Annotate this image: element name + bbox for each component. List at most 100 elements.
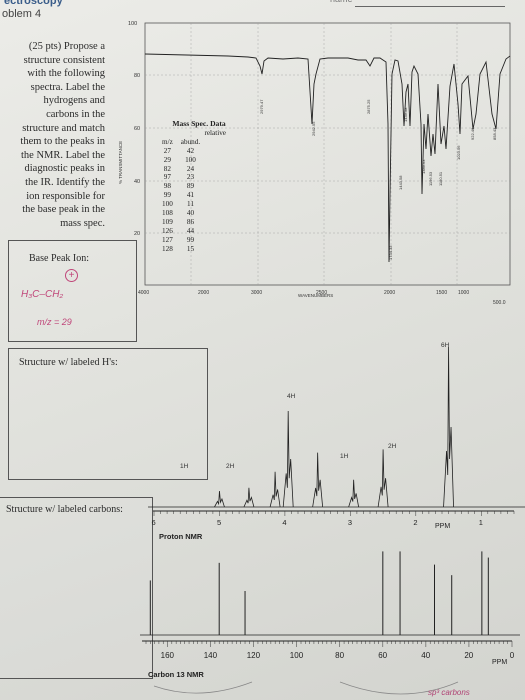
problem-line: carbons in the bbox=[46, 108, 105, 120]
table-row: 97 23 bbox=[163, 173, 195, 182]
problem-line: mass spec. bbox=[60, 217, 105, 229]
base-peak-label: Base Peak Ion: bbox=[29, 253, 89, 264]
cnmr-tick-label: 120 bbox=[247, 651, 261, 660]
carbon-nmr: 160 140 120 100 80 60 40 20 0 Carbon 13 NMR PPM bbox=[140, 551, 520, 695]
ir-peak-label: 1023.56 bbox=[456, 145, 461, 160]
ir-peak-label: 2942.55 bbox=[311, 121, 316, 136]
table-row: 109 86 bbox=[162, 217, 195, 226]
bottom-hand-note: sp³ carbons bbox=[428, 688, 470, 697]
mass-spec-title: Mass Spec. Data bbox=[172, 119, 226, 128]
ir-xtick: 2000 bbox=[198, 290, 209, 296]
mass-spec-col2-line1: relative bbox=[204, 128, 226, 137]
hnmr-tick-label: 5 bbox=[217, 518, 221, 527]
ir-peak-label: 1180.51 bbox=[438, 171, 443, 186]
problem-statement: (25 pts) Propose a structure consistent … bbox=[0, 40, 105, 230]
ir-peak-label: 1389.63 bbox=[421, 159, 426, 174]
table-row: 29 100 bbox=[163, 155, 196, 164]
hnmr-unit: PPM bbox=[435, 523, 450, 530]
ir-peak-label: 922.46 bbox=[470, 127, 475, 140]
table-row: 128 15 bbox=[162, 244, 195, 253]
ir-ytick: 100 bbox=[128, 21, 137, 27]
cnmr-tick-label: 60 bbox=[378, 651, 387, 660]
hand-ion: H₃C–CH₂ bbox=[21, 289, 64, 300]
problem-line: the NMR. Label the bbox=[21, 149, 105, 161]
hnmr-integration: 1H bbox=[180, 463, 189, 470]
problem-line: structure and match bbox=[22, 122, 105, 134]
cnmr-tick-label: 160 bbox=[161, 651, 175, 660]
header-name-fragment: name bbox=[330, 0, 353, 4]
ir-peak-label: 2979.47 bbox=[259, 99, 264, 114]
table-row: 99 41 bbox=[163, 191, 195, 200]
ir-peak-label: 1734.33 bbox=[388, 245, 393, 260]
ms-col-mz: m/z bbox=[162, 137, 173, 146]
header-problem-fragment: oblem 4 bbox=[2, 8, 42, 20]
ir-xtick: 500.0 bbox=[493, 300, 506, 306]
problem-line: them to the peaks in bbox=[20, 136, 105, 148]
cnmr-tick-label: 80 bbox=[335, 651, 344, 660]
hnmr-peak bbox=[312, 452, 324, 508]
hnmr-tick-label: 3 bbox=[348, 518, 352, 527]
hnmr-title: Proton NMR bbox=[159, 532, 203, 541]
cnmr-hand-curve bbox=[339, 681, 459, 695]
ir-xtick: 1000 bbox=[458, 290, 469, 296]
hnmr-integration: 4H bbox=[287, 393, 296, 400]
hnmr-integration: 2H bbox=[226, 463, 235, 470]
base-peak-box[interactable]: Base Peak Ion: + H₃C–CH₂ m/z = 29 bbox=[8, 240, 137, 342]
ir-spectrum: 100 80 60 40 20 % TRANSMITTANCE 4000 200… bbox=[118, 21, 511, 306]
name-underline bbox=[355, 6, 505, 7]
hnmr-peak bbox=[377, 449, 389, 508]
problem-line: with the following bbox=[27, 68, 105, 80]
ir-ytick: 80 bbox=[134, 73, 140, 79]
table-row: 98 89 bbox=[163, 182, 195, 191]
hnmr-peak bbox=[443, 346, 454, 508]
problem-line: the base peak in the bbox=[22, 204, 105, 216]
cnmr-hand-curve bbox=[153, 681, 253, 694]
mass-spec-table: m/z abund. 27 42 29 100 82 24 97 23 98 89 99 4… bbox=[158, 138, 204, 254]
cnmr-tick-label: 140 bbox=[204, 651, 218, 660]
ir-peak-label: 1443.58 bbox=[398, 175, 403, 190]
ir-xtick: 1500 bbox=[436, 290, 447, 296]
table-row: 127 99 bbox=[162, 235, 195, 244]
hand-charge: + bbox=[65, 269, 78, 282]
table-row: 126 44 bbox=[162, 226, 195, 235]
cnmr-tick-label: 40 bbox=[421, 651, 430, 660]
ir-ylabel: % TRANSMITTANCE bbox=[118, 141, 123, 184]
cnmr-unit: PPM bbox=[492, 659, 507, 666]
structure-c-box[interactable]: Structure w/ labeled carbons: bbox=[0, 497, 153, 679]
ir-ytick: 20 bbox=[134, 231, 140, 237]
ir-trace bbox=[144, 53, 511, 263]
ir-xtick: 4000 bbox=[138, 290, 149, 296]
header-title-fragment: ectroscopy bbox=[4, 0, 63, 7]
table-row: 82 24 bbox=[163, 164, 195, 173]
hnmr-peak bbox=[243, 487, 255, 508]
hnmr-tick-label: 2 bbox=[413, 518, 417, 527]
hnmr-peak bbox=[282, 410, 294, 508]
table-row: 27 42 bbox=[163, 146, 195, 155]
hnmr-peak bbox=[214, 490, 225, 508]
ir-peak-label: 2875.25 bbox=[366, 99, 371, 114]
hnmr-tick-label: 1 bbox=[479, 518, 483, 527]
proton-nmr: 6 5 4 3 2 1 Proton NMR PPM 1H 2H 4H 1H 2H 6H bbox=[148, 342, 525, 541]
problem-line: hydrogens and bbox=[43, 95, 105, 107]
ms-col-abund: abund. bbox=[180, 137, 201, 146]
ir-ytick: 60 bbox=[134, 126, 140, 132]
table-row: 108 40 bbox=[162, 209, 195, 218]
structure-h-box[interactable]: Structure w/ labeled H's: bbox=[8, 348, 208, 480]
ir-xtick: 2500 bbox=[316, 290, 327, 296]
hand-mz: m/z = 29 bbox=[37, 317, 72, 327]
hnmr-tick-label: 6 bbox=[152, 518, 156, 527]
cnmr-tick-label: 20 bbox=[464, 651, 473, 660]
cnmr-tick-label: 100 bbox=[290, 651, 304, 660]
structure-c-label: Structure w/ labeled carbons: bbox=[6, 504, 123, 515]
ir-peak-label: 858.43 bbox=[492, 127, 497, 140]
cnmr-title: Carbon 13 NMR bbox=[148, 670, 204, 679]
ir-ytick: 40 bbox=[134, 179, 140, 185]
problem-line: ion responsible for bbox=[26, 190, 105, 202]
ir-peak-label: 1449.58 bbox=[403, 107, 408, 122]
cnmr-tick-label: 0 bbox=[510, 651, 515, 660]
hnmr-integration: 2H bbox=[388, 443, 397, 450]
table-row: 100 11 bbox=[162, 200, 194, 209]
ir-xtick: 2000 bbox=[384, 290, 395, 296]
mass-spec-data: Mass Spec. Data relative m/z abund. 27 42… bbox=[158, 119, 240, 254]
